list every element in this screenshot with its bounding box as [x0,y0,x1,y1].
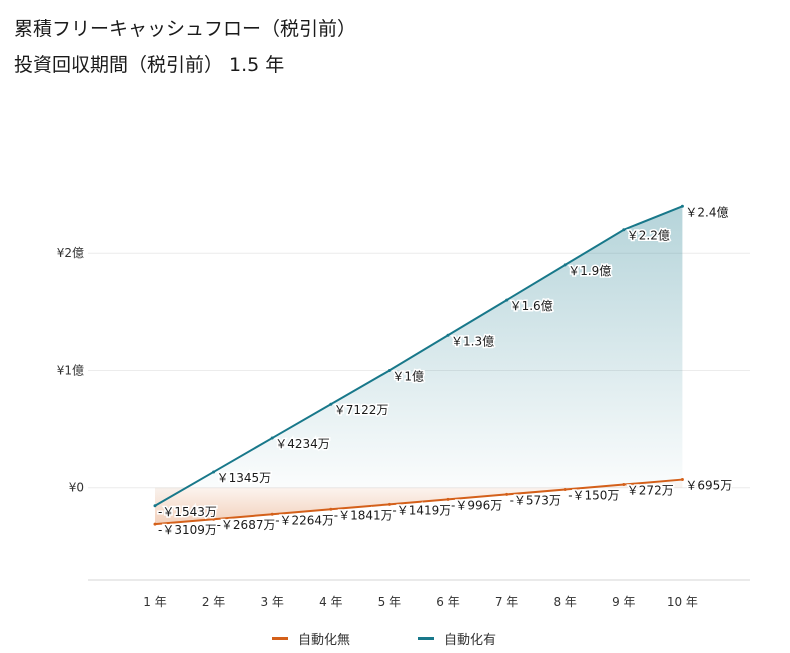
y-tick-label: ¥1億 [57,363,84,377]
data-point-manual [622,483,626,487]
x-tick-label: 9 年 [612,595,635,609]
data-point-manual [680,478,684,482]
data-point-auto [270,436,274,440]
x-tick-label: 7 年 [495,595,518,609]
data-label-auto: ￥7122万 [334,403,389,417]
data-point-manual [563,487,567,491]
x-tick-label: 5 年 [378,595,401,609]
data-point-auto [446,333,450,337]
x-tick-label: 6 年 [436,595,459,609]
data-point-manual [153,522,157,526]
data-point-auto [680,204,684,208]
data-label-manual: -￥1841万 [334,508,393,522]
data-label-auto: -￥1543万 [158,505,217,519]
data-point-manual [270,512,274,516]
x-tick-label: 3 年 [260,595,283,609]
data-label-auto: ￥1345万 [217,471,272,485]
data-point-auto [153,504,157,508]
data-label-auto: ￥1.6億 [510,299,553,313]
data-point-auto [563,263,567,267]
data-label-manual: ￥272万 [627,484,674,498]
data-point-manual [387,502,391,506]
data-label-manual: -￥996万 [451,498,502,512]
series-line-manual [154,478,683,526]
x-tick-label: 2 年 [202,595,225,609]
legend-item-auto: 自動化有 [418,629,496,648]
legend-swatch-auto [418,637,434,640]
data-point-auto [622,228,626,232]
data-label-auto: ￥2.2億 [627,229,670,243]
data-label-manual: ￥695万 [685,479,732,493]
legend-label-auto: 自動化有 [444,633,497,648]
x-tick-label: 4 年 [319,595,342,609]
data-point-manual [505,492,509,496]
data-label-auto: ￥1.3億 [451,334,494,348]
data-label-manual: -￥2264万 [275,513,334,527]
data-point-manual [212,517,216,521]
data-label-manual: -￥1419万 [392,503,451,517]
x-tick-label: 8 年 [553,595,576,609]
chart-subtitle: 投資回収期間（税引前） 1.5 年 [14,54,285,76]
data-point-auto [212,470,216,474]
legend-label-manual: 自動化無 [298,633,351,648]
data-label-auto: ￥1.9億 [568,264,611,278]
legend-swatch-manual [272,637,288,640]
x-tick-label: 10 年 [667,595,698,609]
data-point-auto [505,298,509,302]
x-tick-label: 1 年 [143,595,166,609]
data-label-auto: ￥1億 [392,369,424,383]
data-point-auto [387,368,391,372]
data-label-manual: -￥2687万 [217,518,276,532]
data-label-manual: -￥3109万 [158,523,217,537]
data-point-manual [446,497,450,501]
data-point-manual [329,507,333,511]
chart-title: 累積フリーキャッシュフロー（税引前） [14,18,357,40]
y-tick-label: ¥2億 [57,246,84,260]
data-label-manual: -￥573万 [510,493,561,507]
series-area-auto [155,206,683,506]
legend-item-manual: 自動化無 [272,629,350,648]
series-line-auto [154,205,683,507]
data-label-auto: ￥2.4億 [685,205,728,219]
y-tick-label: ¥0 [69,481,84,495]
data-point-auto [329,402,333,406]
data-label-manual: -￥150万 [568,488,619,502]
data-label-auto: ￥4234万 [275,437,330,451]
